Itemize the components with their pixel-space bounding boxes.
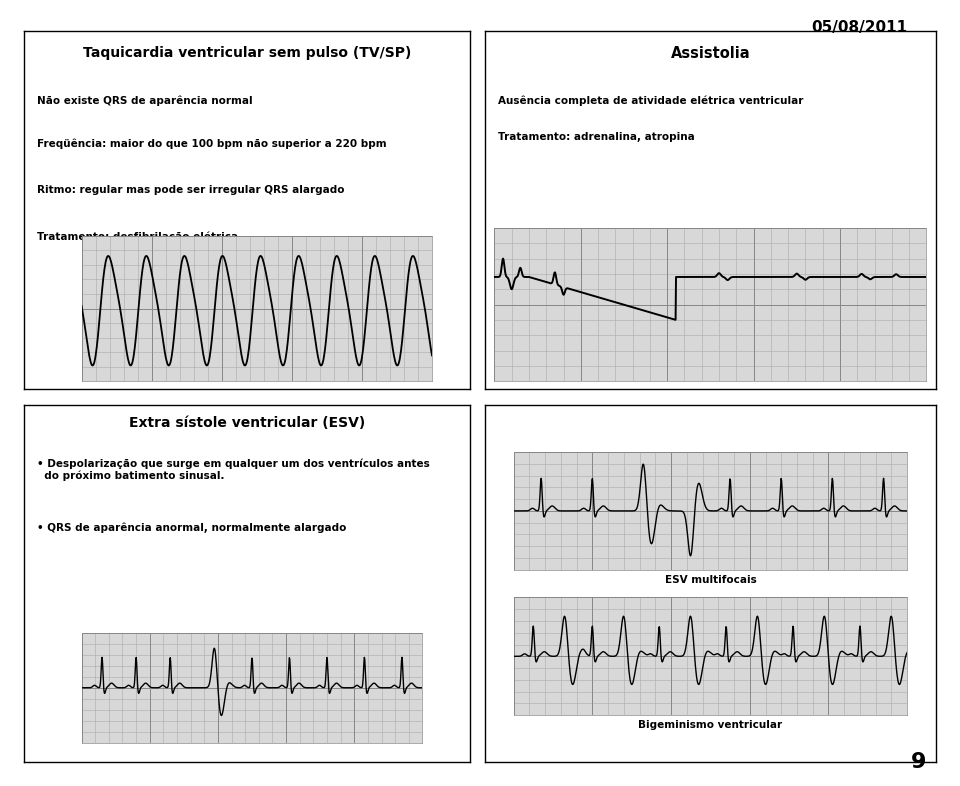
Text: Bigeminismo ventricular: Bigeminismo ventricular <box>638 720 782 730</box>
Text: Extra sístole ventricular (ESV): Extra sístole ventricular (ESV) <box>129 416 366 429</box>
Text: Ausência completa de atividade elétrica ventricular: Ausência completa de atividade elétrica … <box>498 96 804 106</box>
Text: 9: 9 <box>911 752 926 772</box>
Text: Assistolia: Assistolia <box>671 46 750 61</box>
Text: Extra-sístoles ventriculares: Extra-sístoles ventriculares <box>122 718 283 729</box>
Text: Tratamento: desfibrilação elétrica: Tratamento: desfibrilação elétrica <box>37 232 238 242</box>
Text: Freqüência: maior do que 100 bpm não superior a 220 bpm: Freqüência: maior do que 100 bpm não sup… <box>37 138 387 149</box>
Text: 05/08/2011: 05/08/2011 <box>811 20 907 35</box>
Text: ESV multifocais: ESV multifocais <box>664 575 756 585</box>
Text: Tratamento: adrenalina, atropina: Tratamento: adrenalina, atropina <box>498 131 695 141</box>
Text: • Despolarização que surge em qualquer um dos ventrículos antes
  do próximo ba: • Despolarização que surge em qualquer … <box>37 458 430 481</box>
Text: Taquicardia ventricular sem pulso (TV/SP): Taquicardia ventricular sem pulso (TV/SP… <box>83 46 412 60</box>
Text: • QRS de aparência anormal, normalmente alargado: • QRS de aparência anormal, normalmente … <box>37 523 347 534</box>
Text: Ritmo: regular mas pode ser irregular QRS alargado: Ritmo: regular mas pode ser irregular QR… <box>37 185 345 195</box>
Text: Não existe QRS de aparência normal: Não existe QRS de aparência normal <box>37 96 253 106</box>
